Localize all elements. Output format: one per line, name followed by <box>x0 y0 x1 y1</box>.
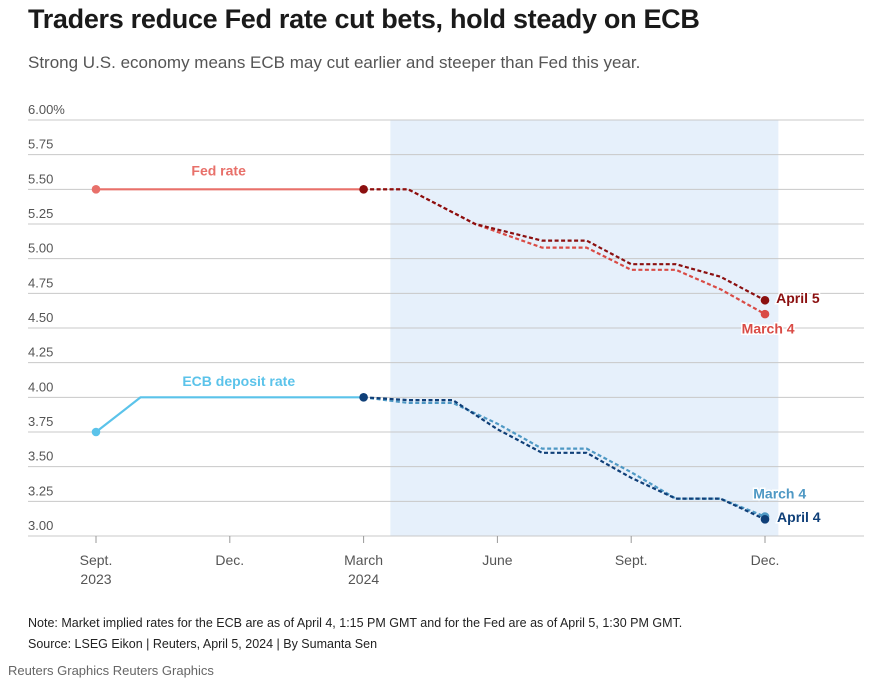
y-tick-label: 4.00 <box>28 379 53 394</box>
series-annotation-label: March 4 <box>742 321 795 337</box>
y-tick-label: 3.50 <box>28 449 53 464</box>
data-point-marker <box>359 393 368 402</box>
data-point-marker <box>760 309 770 319</box>
y-tick-label: 5.25 <box>28 206 53 221</box>
y-tick-label: 3.25 <box>28 483 53 498</box>
y-tick-label: 6.00% <box>28 102 65 117</box>
series-line-ecb-implied-april-4 <box>363 396 766 521</box>
y-tick-label: 5.50 <box>28 171 53 186</box>
y-tick-label: 5.00 <box>28 241 53 256</box>
y-tick-label: 3.00 <box>28 518 53 533</box>
chart-title: Traders reduce Fed rate cut bets, hold s… <box>28 4 700 34</box>
data-point-marker <box>359 185 368 194</box>
series-annotation-label: March 4 <box>753 486 806 502</box>
x-tick-label: Dec. <box>751 552 780 568</box>
series-annotation-label: April 5 <box>776 290 820 306</box>
y-tick-label: 4.25 <box>28 345 53 360</box>
data-point-marker <box>760 515 770 524</box>
x-tick-label-year: 2024 <box>348 571 379 587</box>
series-line-fed-implied-march-4 <box>363 188 766 316</box>
series-annotation-label: April 4 <box>777 509 821 525</box>
x-tick-label: Sept. <box>615 552 648 568</box>
x-tick-label: Sept. <box>80 552 113 568</box>
series-line-ecb-deposit-rate <box>95 396 364 433</box>
y-tick-label: 3.75 <box>28 414 53 429</box>
x-tick-label-year: 2023 <box>80 571 111 587</box>
data-point-marker <box>760 295 770 305</box>
x-tick-label: June <box>482 552 513 568</box>
chart-subtitle: Strong U.S. economy means ECB may cut ea… <box>28 53 641 72</box>
data-point-marker <box>91 427 101 437</box>
data-point-marker <box>91 185 101 194</box>
y-tick-label: 4.75 <box>28 275 53 290</box>
y-tick-label: 5.75 <box>28 137 53 152</box>
series-line-fed-implied-april-5 <box>363 188 766 302</box>
series-annotation-label: ECB deposit rate <box>182 373 295 389</box>
y-tick-label: 4.50 <box>28 310 53 325</box>
chart-credit: Reuters Graphics Reuters Graphics <box>8 663 214 678</box>
x-tick-label: Dec. <box>215 552 244 568</box>
chart-source: Source: LSEG Eikon | Reuters, April 5, 2… <box>28 637 378 651</box>
chart-note: Note: Market implied rates for the ECB a… <box>28 616 683 630</box>
series-annotation-label: Fed rate <box>191 162 246 178</box>
x-tick-label: March <box>344 552 383 568</box>
